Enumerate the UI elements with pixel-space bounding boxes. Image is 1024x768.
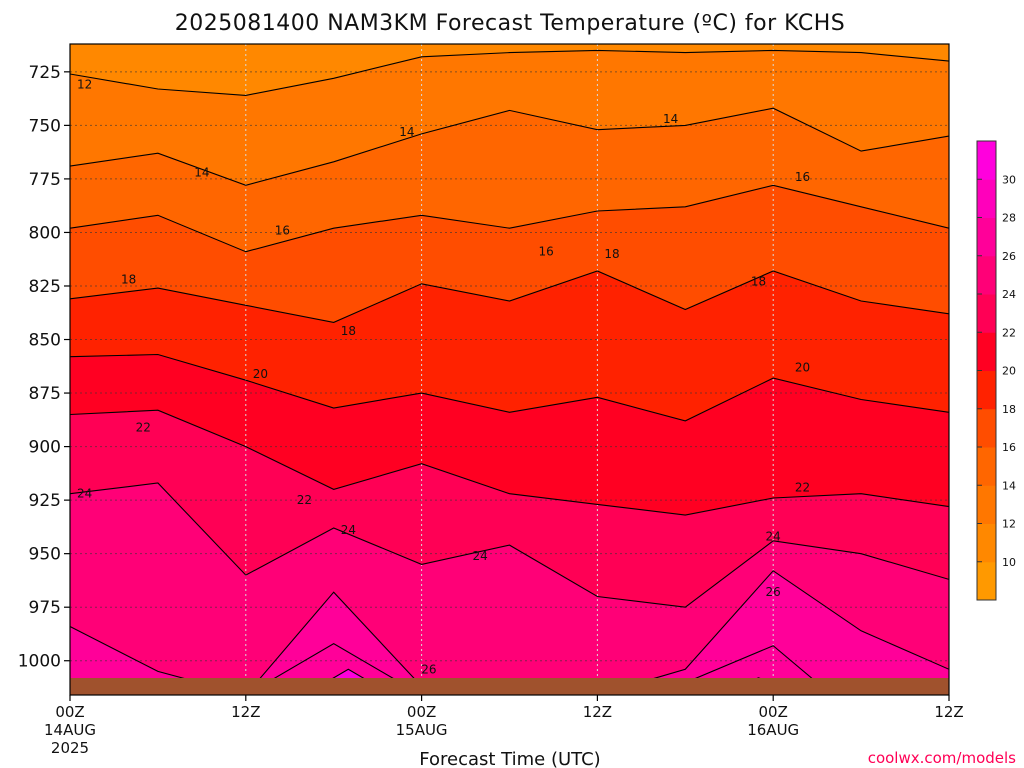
colorbar-segment — [977, 179, 996, 218]
grid-lines — [70, 44, 949, 695]
isotherm-14 — [70, 107, 949, 186]
colorbar-segment — [977, 485, 996, 524]
x-tick-year: 2025 — [51, 739, 89, 757]
x-tick-label: 12Z — [934, 703, 963, 721]
colorbar-segment — [977, 523, 996, 563]
x-tick-label: 12Z — [231, 703, 260, 721]
contour-label: 22 — [136, 420, 151, 434]
colorbar-segment — [977, 408, 996, 448]
contour-label: 24 — [766, 530, 781, 544]
colorbar-tick-label: 28 — [1002, 212, 1016, 225]
ground-surface — [70, 678, 949, 695]
y-tick-label: 825 — [29, 277, 61, 297]
colorbar-tick-label: 24 — [1002, 288, 1016, 301]
y-tick-label: 775 — [29, 170, 61, 190]
contour-label: 16 — [795, 170, 810, 184]
contour-label: 14 — [663, 112, 678, 126]
y-tick-label: 975 — [29, 598, 61, 618]
colorbar-tick-label: 12 — [1002, 518, 1016, 531]
colorbar-tick-label: 30 — [1002, 173, 1016, 186]
plot-frame — [69, 43, 950, 696]
isotherm-22 — [70, 409, 949, 516]
contour-label: 20 — [253, 367, 268, 381]
colorbar-tick-label: 14 — [1002, 479, 1016, 492]
contour-label: 16 — [275, 223, 290, 237]
isotherm-12 — [70, 49, 949, 96]
y-axis: 725 750 775 800 825 850 875 900 925 950 975 1000 — [18, 63, 70, 672]
isotherm-28 — [245, 642, 422, 695]
contour-label: 22 — [297, 493, 312, 507]
contour-label: 24 — [341, 523, 356, 537]
temperature-fill — [70, 44, 949, 695]
chart-title: 2025081400 NAM3KM Forecast Temperature (… — [175, 11, 846, 36]
colorbar-tick-label: 20 — [1002, 365, 1016, 378]
credit-link[interactable]: coolwx.com/models — [868, 749, 1016, 767]
colorbar-tick-label: 16 — [1002, 441, 1016, 454]
colorbar-segment — [977, 294, 996, 333]
y-tick-label: 925 — [29, 491, 61, 511]
x-tick-date: 15AUG — [396, 721, 448, 739]
contour-label: 18 — [604, 247, 619, 261]
colorbar-segment — [977, 561, 996, 601]
x-tick-label: 00Z — [407, 703, 436, 721]
isotherm-20 — [70, 353, 949, 422]
colorbar-segment — [977, 217, 996, 257]
colorbar-segment — [977, 141, 996, 180]
colorbar: 10 12 14 16 18 20 22 24 26 28 30 — [976, 140, 1016, 601]
x-tick-date: 16AUG — [747, 721, 799, 739]
y-tick-label: 850 — [29, 331, 61, 351]
colorbar-segment — [977, 332, 996, 371]
colorbar-tick-label: 26 — [1002, 250, 1016, 263]
x-tick-date: 14AUG — [44, 721, 96, 739]
contour-label: 18 — [751, 275, 766, 289]
colorbar-segment — [977, 447, 996, 486]
colorbar-segment — [977, 255, 996, 295]
contour-label: 24 — [473, 549, 488, 563]
contour-labels: 12 14 14 14 16 16 16 18 18 18 18 20 20 22 22 22 24 24 24 24… — [77, 78, 810, 677]
contour-label: 26 — [766, 585, 781, 599]
x-axis-label: Forecast Time (UTC) — [419, 749, 600, 768]
colorbar-tick-label: 22 — [1002, 326, 1016, 339]
contour-label: 24 — [77, 487, 92, 501]
contour-label: 18 — [341, 324, 356, 338]
contour-label: 12 — [77, 78, 92, 92]
x-tick-label: 12Z — [583, 703, 612, 721]
contour-label: 22 — [795, 480, 810, 494]
isotherm-16 — [70, 184, 949, 253]
y-tick-label: 875 — [29, 384, 61, 404]
contour-label: 16 — [538, 245, 553, 259]
y-tick-label: 950 — [29, 545, 61, 565]
colorbar-tick-label: 10 — [1002, 556, 1016, 569]
isotherm-24 — [70, 482, 949, 608]
contour-label: 26 — [421, 662, 436, 676]
colorbar-segment — [977, 370, 996, 410]
x-tick-label: 00Z — [759, 703, 788, 721]
y-tick-label: 750 — [29, 116, 61, 136]
contour-label: 18 — [121, 273, 136, 287]
x-tick-label: 00Z — [55, 703, 84, 721]
y-tick-label: 1000 — [18, 652, 61, 672]
y-tick-label: 900 — [29, 438, 61, 458]
isotherm-18 — [70, 270, 949, 323]
contour-label: 20 — [795, 360, 810, 374]
y-tick-label: 725 — [29, 63, 61, 83]
contour-label: 14 — [399, 125, 414, 139]
colorbar-tick-label: 18 — [1002, 403, 1016, 416]
contour-label: 14 — [194, 165, 209, 179]
y-tick-label: 800 — [29, 223, 61, 243]
isotherm-contours — [70, 49, 949, 695]
